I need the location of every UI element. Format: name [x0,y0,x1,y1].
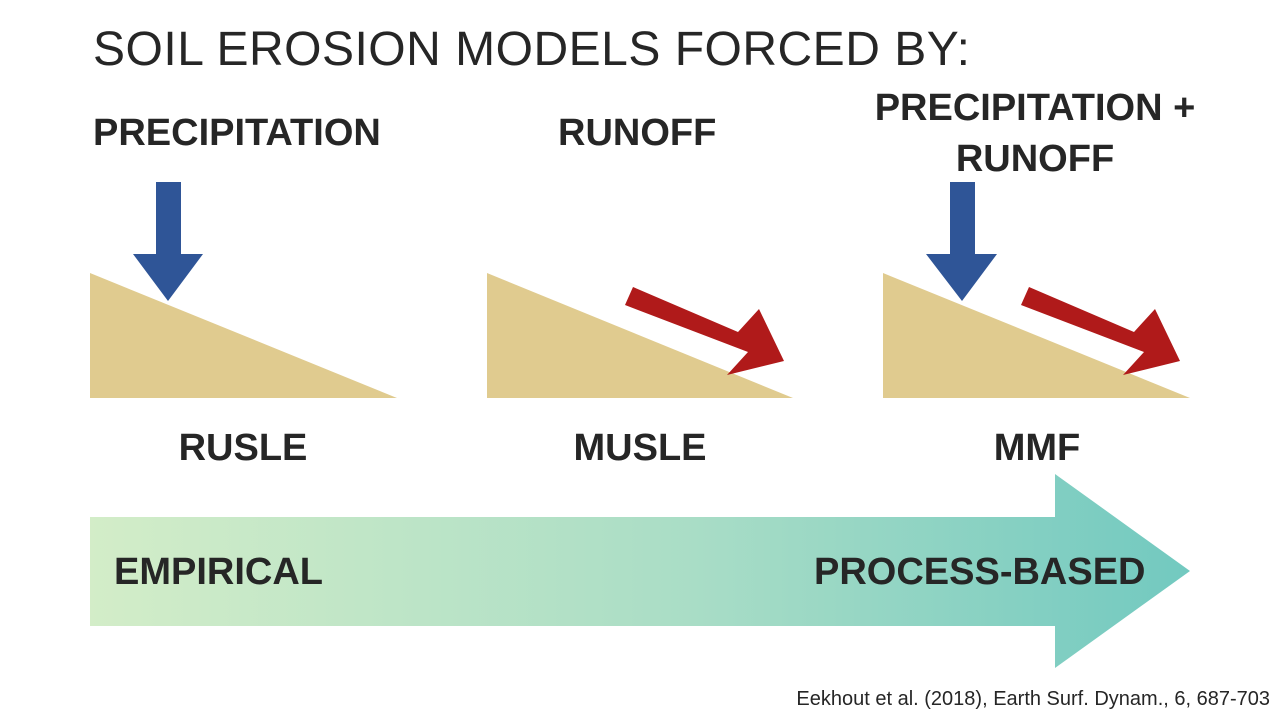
slide-title: SOIL EROSION MODELS FORCED BY: [93,23,971,76]
forcing-label-combined-line1: PRECIPITATION + [874,87,1196,129]
scale-label-process-based: PROCESS-BASED [814,551,1146,593]
forcing-label-combined-line2: RUNOFF [955,138,1115,180]
model-name-mmf: MMF [993,427,1081,469]
slope-musle [487,273,793,398]
slope-rusle [90,273,397,398]
precipitation-arrow-mmf [926,182,997,301]
model-name-rusle: RUSLE [178,427,308,469]
runoff-arrow-mmf [1021,287,1180,375]
model-name-musle: MUSLE [573,427,707,469]
precipitation-arrow-rusle [133,182,203,301]
citation: Eekhout et al. (2018), Earth Surf. Dynam… [796,688,1270,710]
forcing-label-precipitation: PRECIPITATION [93,112,381,154]
forcing-label-runoff: RUNOFF [558,112,717,154]
runoff-arrow-musle [625,287,784,375]
slope-mmf [883,273,1190,398]
scale-label-empirical: EMPIRICAL [114,551,323,593]
empirical-to-process-based-arrow [90,474,1190,668]
